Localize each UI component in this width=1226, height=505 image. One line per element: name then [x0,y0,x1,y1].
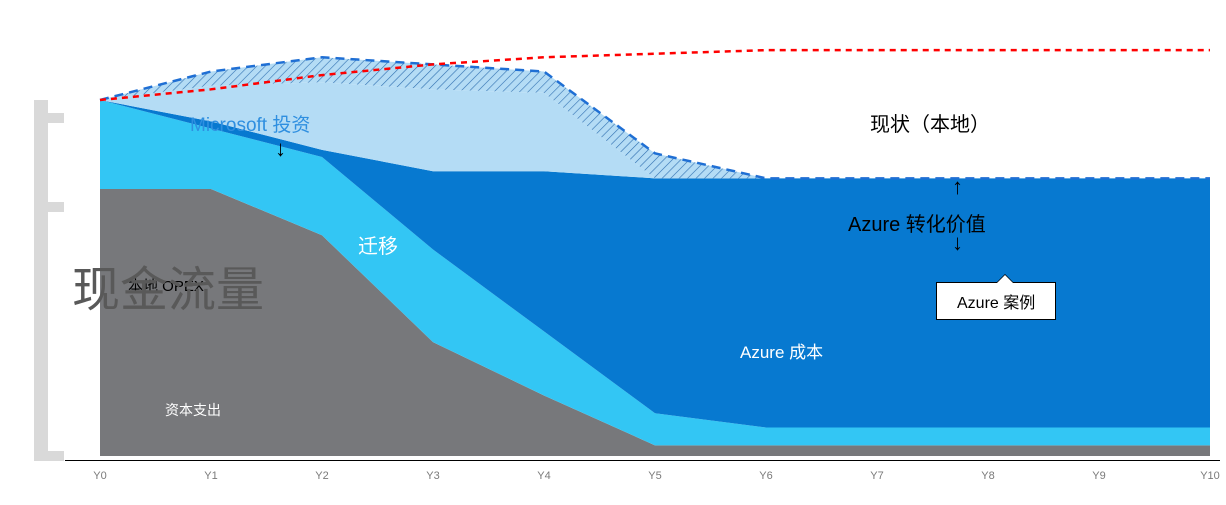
x-tick-label: Y1 [204,470,217,482]
x-tick-label: Y6 [759,470,772,482]
azure-label: Azure 成本 [740,338,823,363]
migration-label: 迁移 [358,230,398,259]
x-tick-label: Y5 [648,470,661,482]
overlay-title: 现金流量 [72,250,264,320]
azure-case-text: Azure 案例 [957,295,1035,312]
x-tick-label: Y2 [315,470,328,482]
x-tick-label: Y9 [1092,470,1105,482]
arrow-down-icon: ↓ [275,138,286,160]
y-tick [34,202,64,212]
cashflow-chart: 资本支出 本地 OPEX Azure 成本 迁移 现状（本地） Microsof… [0,0,1226,505]
azure-value-label: Azure 转化价值 [848,208,986,237]
x-tick-label: Y0 [93,470,106,482]
x-axis [65,460,1220,461]
azure-case-callout: Azure 案例 [936,282,1056,320]
x-tick-label: Y3 [426,470,439,482]
x-tick-label: Y10 [1200,470,1220,482]
arrow-up-icon: ↑ [952,176,963,198]
ms-invest-label: Microsoft 投资 [190,110,310,137]
status-quo-label: 现状（本地） [870,108,990,137]
x-tick-label: Y7 [870,470,883,482]
y-tick [34,451,64,461]
x-tick-label: Y8 [981,470,994,482]
x-tick-label: Y4 [537,470,550,482]
arrow-down-icon: ↓ [952,232,963,254]
y-tick [34,113,64,123]
capex-label: 资本支出 [165,400,221,420]
